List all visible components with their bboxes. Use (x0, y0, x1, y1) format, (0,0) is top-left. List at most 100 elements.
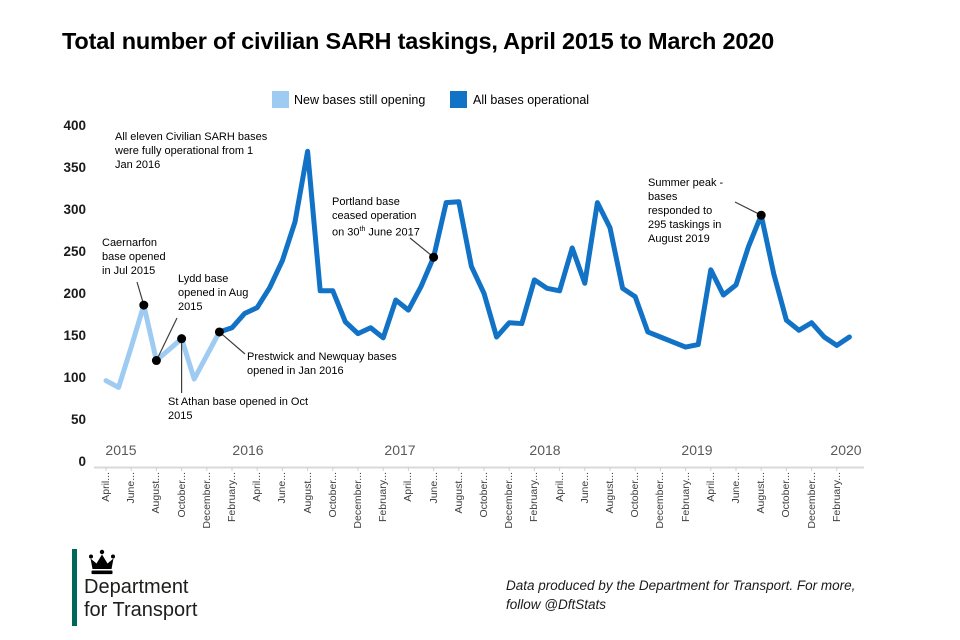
y-tick-label: 200 (63, 286, 86, 301)
x-tick-label: April... (704, 472, 717, 502)
x-tick-label: August... (604, 472, 616, 514)
y-tick-label: 0 (78, 454, 86, 469)
x-tick-label: October... (478, 472, 490, 518)
x-tick-label: August... (150, 472, 163, 514)
y-tick-label: 350 (63, 160, 86, 175)
x-tick-label: December... (654, 472, 667, 529)
annotation-leader-line (409, 237, 434, 258)
y-tick-label: 100 (63, 370, 86, 385)
x-tick-label: October... (175, 472, 188, 518)
x-tick-label: February... (377, 472, 390, 522)
annotation-text-line: bases (648, 191, 678, 203)
x-tick-label: June... (125, 472, 138, 504)
x-tick-label: August... (755, 472, 768, 514)
legend-swatch-new-bases (272, 91, 289, 108)
annotation-lydd: Lydd base opened in Aug 2015 (178, 272, 273, 314)
x-tick-label: April... (553, 472, 566, 502)
annotation-dot-st-athan (177, 334, 187, 344)
annotation-text-line: Portland base (332, 196, 400, 208)
year-label: 2018 (529, 442, 561, 458)
annotation-fully-operational: All eleven Civilian SARH bases were fully… (115, 130, 293, 172)
annotation-st-athan: St Athan base opened in Oct 2015 (168, 395, 333, 423)
annotation-dot-caernarfon (139, 300, 149, 310)
year-label: 2016 (232, 442, 264, 458)
annotation-prestwick: Prestwick and Newquay bases opened in Jan… (247, 350, 432, 378)
annotation-leader-line (155, 317, 178, 361)
annotation-text-line: opened in Jan 2016 (247, 365, 344, 377)
year-label: 2017 (384, 442, 416, 458)
year-label: 2020 (830, 442, 862, 458)
data-source-note-line1: Data produced by the Department for Tran… (506, 578, 856, 593)
royal-crown-icon (89, 549, 115, 575)
x-tick-label: June... (276, 472, 289, 504)
y-tick-label: 50 (70, 412, 86, 427)
y-tick-label: 300 (63, 202, 86, 217)
annotation-text-line: Jan 2016 (115, 159, 161, 171)
x-tick-label: April... (251, 472, 264, 502)
x-tick-label: June... (578, 472, 591, 504)
annotation-text-line: 2015 (178, 301, 203, 313)
x-tick-label: December... (503, 472, 516, 529)
x-tick-label: October... (780, 472, 793, 518)
x-tick-label: April... (100, 472, 112, 502)
x-tick-label: February... (528, 472, 541, 522)
annotation-text-line: base opened (102, 251, 166, 263)
annotation-text-line: in Jul 2015 (102, 265, 156, 277)
dft-logo-accent-bar (72, 549, 77, 626)
data-source-note: Data produced by the Department for Tran… (506, 576, 855, 614)
annotation-text-line: 295 taskings in (648, 219, 722, 231)
annotation-dot-lydd (151, 356, 161, 366)
annotation-text-line: 2015 (168, 410, 193, 422)
annotation-text-line: All eleven Civilian SARH bases (115, 131, 268, 143)
chart-canvas (94, 148, 864, 471)
annotation-text-line: ceased operation (332, 210, 417, 222)
annotation-text-line: Caernarfon (102, 237, 158, 249)
x-tick-label: February... (226, 472, 238, 522)
annotation-caernarfon: Caernarfon base opened in Jul 2015 (102, 236, 197, 278)
legend-label-new-bases: New bases still opening (294, 93, 426, 107)
annotation-text-line: Prestwick and Newquay bases (247, 351, 397, 363)
series-new-bases-line (103, 302, 222, 390)
annotation-text-line: August 2019 (648, 233, 710, 245)
annotation-text-line: on 30th June 2017 (332, 226, 420, 239)
data-source-note-line2: follow @DftStats (506, 597, 606, 612)
dft-logo-line1: Department (84, 576, 189, 598)
annotation-portland: Portland base ceased operation on 30th Jun… (332, 195, 467, 240)
y-tick-label: 400 (63, 118, 86, 133)
annotation-text-line: were fully operational from 1 (115, 145, 254, 157)
x-tick-label: October... (629, 472, 642, 518)
series-all-bases-line (216, 148, 852, 350)
annotation-text-line: St Athan base opened in Oct (168, 396, 309, 408)
x-tick-label: February... (679, 472, 692, 522)
legend-swatch-all-bases (450, 91, 467, 108)
annotation-text-line: opened in Aug (178, 287, 249, 299)
dft-logo-text: Department for Transport (84, 576, 197, 622)
page-title: Total number of civilian SARH taskings, … (62, 28, 774, 54)
annotation-text-line: responded to (648, 205, 713, 217)
ordinal-superscript: th (359, 226, 366, 233)
dft-logo-line2: for Transport (84, 599, 198, 621)
annotation-leader-line (734, 201, 762, 216)
y-tick-label: 250 (63, 244, 86, 259)
annotation-dot-portland (429, 252, 439, 262)
year-label: 2019 (681, 442, 713, 458)
x-tick-label: June... (730, 472, 742, 504)
x-tick-label: June... (427, 472, 440, 504)
annotation-dot-prestwick (214, 327, 224, 337)
annotation-text-line: Lydd base (178, 273, 229, 285)
x-tick-label: April... (402, 472, 415, 502)
x-tick-label: August... (452, 472, 465, 514)
x-tick-label: August... (301, 472, 314, 514)
x-tick-label: December... (200, 472, 213, 529)
y-tick-label: 150 (63, 328, 86, 343)
x-tick-label: December... (352, 472, 364, 529)
x-tick-label: February... (830, 472, 843, 522)
year-label: 2015 (105, 442, 137, 458)
legend-label-all-bases: All bases operational (473, 93, 590, 107)
x-tick-label: December... (805, 472, 818, 529)
annotation-leader-line (219, 331, 246, 355)
line-chart: April... June... August... October... Decemb… (63, 118, 864, 529)
x-tick-label: October... (326, 472, 339, 518)
annotation-text-line: Summer peak - (648, 177, 724, 189)
